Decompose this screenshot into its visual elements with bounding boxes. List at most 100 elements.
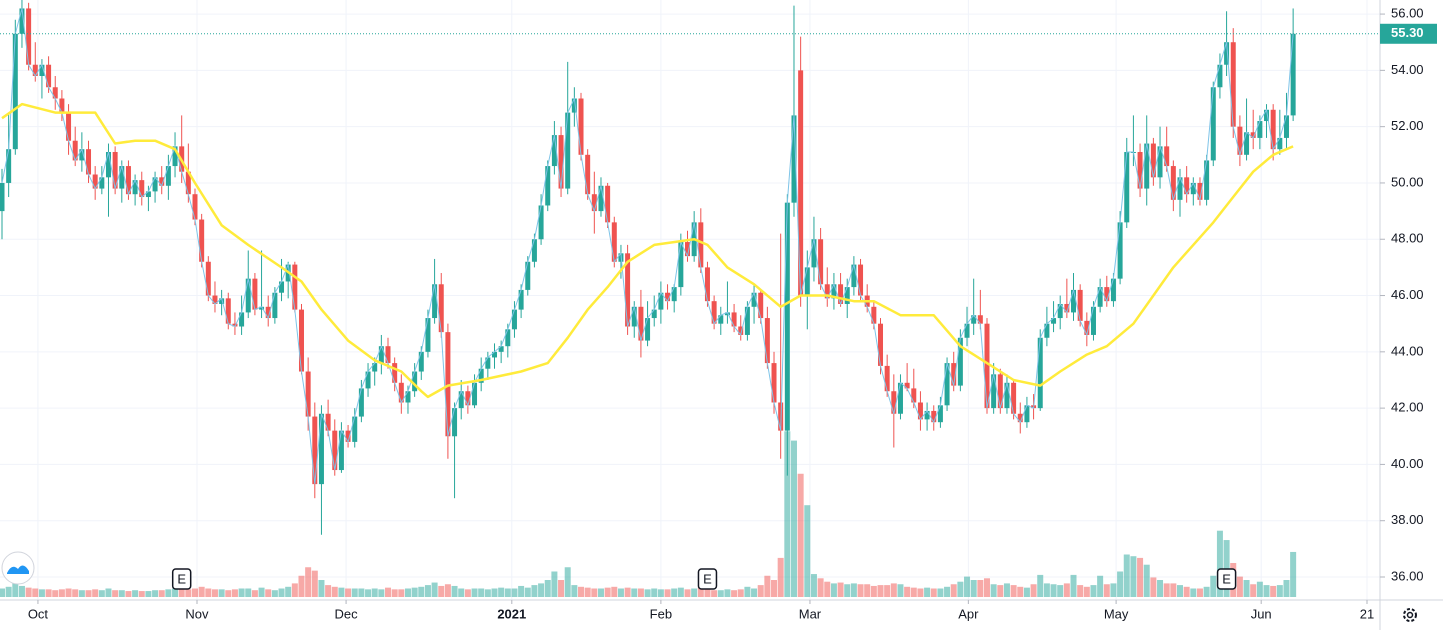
volume-bar xyxy=(178,587,185,597)
volume-bar xyxy=(1283,580,1290,597)
candle-body xyxy=(352,416,358,442)
logo-circle[interactable] xyxy=(1,551,35,585)
candle-body xyxy=(372,363,378,372)
volume-bar xyxy=(411,587,418,597)
candle-body xyxy=(718,315,724,324)
y-tick-label: 50.00 xyxy=(1391,174,1424,189)
volume-bar xyxy=(930,588,937,597)
volume-bar xyxy=(571,585,578,597)
candle-body xyxy=(59,98,65,113)
volume-bar xyxy=(744,586,751,597)
volume-bar xyxy=(438,585,445,597)
candle-body xyxy=(358,388,364,417)
volume-bar xyxy=(870,585,877,597)
volume-bar xyxy=(544,580,551,597)
volume-bar xyxy=(231,589,238,597)
volume-bar xyxy=(1290,551,1297,597)
volume-bar xyxy=(325,585,332,597)
volume-bar xyxy=(498,587,505,597)
candle-body xyxy=(26,8,32,65)
volume-bar xyxy=(990,584,997,597)
volume-bar xyxy=(777,557,784,597)
volume-bar xyxy=(478,588,485,597)
volume-bar xyxy=(305,567,312,597)
y-tick-label: 42.00 xyxy=(1391,400,1424,415)
candle-body xyxy=(844,287,850,304)
volume-bar xyxy=(1150,577,1157,597)
gear[interactable] xyxy=(1403,608,1417,622)
last-price-box xyxy=(1380,23,1437,44)
y-tick-label: 56.00 xyxy=(1391,6,1424,21)
volume-bar xyxy=(810,574,817,597)
volume-bar xyxy=(697,587,704,597)
volume-bar xyxy=(1057,585,1064,597)
candle-body xyxy=(631,306,637,327)
candle-body xyxy=(545,166,551,206)
volume-bar xyxy=(1256,581,1263,597)
y-tick-label: 52.00 xyxy=(1391,118,1424,133)
candle-body xyxy=(611,222,617,262)
candle-body xyxy=(132,180,138,195)
candle-body xyxy=(1024,405,1030,423)
candle-body xyxy=(332,430,338,471)
candle-body xyxy=(0,182,5,212)
candle-body xyxy=(345,430,351,442)
candle-body xyxy=(412,371,418,392)
x-tick-label: Nov xyxy=(185,606,209,621)
gear-hub[interactable] xyxy=(1406,611,1414,619)
volume-bar xyxy=(491,588,498,597)
volume-bar xyxy=(617,588,624,597)
volume-bar xyxy=(1090,585,1097,597)
volume-bar xyxy=(205,588,212,597)
candle-body xyxy=(878,323,884,366)
volume-bar xyxy=(1183,586,1190,597)
candle-body xyxy=(605,185,611,223)
candle-body xyxy=(891,391,897,414)
candle-body xyxy=(724,312,730,316)
candle-body xyxy=(1157,146,1163,178)
candle-body xyxy=(259,306,265,310)
volume-bar xyxy=(731,590,738,597)
volume-bar xyxy=(824,581,831,597)
candle-body xyxy=(392,363,398,383)
settings-icon[interactable] xyxy=(1403,608,1417,622)
earnings-label: E xyxy=(703,571,712,586)
candle-body xyxy=(731,312,737,327)
volume-bar xyxy=(1130,556,1137,597)
volume-bar xyxy=(1063,583,1070,597)
volume-bar xyxy=(65,588,72,597)
candle-body xyxy=(651,309,657,319)
x-tick-label: 21 xyxy=(1360,606,1374,621)
earnings-label: E xyxy=(177,571,186,586)
candle-body xyxy=(1084,320,1090,335)
candle-body xyxy=(1224,42,1230,65)
candle-body xyxy=(758,292,764,319)
volume-bar xyxy=(631,588,638,597)
candle-body xyxy=(159,177,165,186)
volume-bar xyxy=(285,586,292,597)
volume-bar xyxy=(345,588,352,597)
candle-body xyxy=(292,264,298,310)
volume-bar xyxy=(1003,583,1010,597)
logo-icon[interactable] xyxy=(7,565,29,574)
volume-bar xyxy=(611,586,618,597)
logo[interactable] xyxy=(1,551,35,585)
volume-bar xyxy=(431,582,438,597)
candle-body xyxy=(858,264,864,296)
candle-body xyxy=(152,177,158,192)
volume-bar xyxy=(771,580,778,597)
volume-bar xyxy=(331,586,338,597)
volume-bar xyxy=(1276,585,1283,597)
candle-body xyxy=(505,329,511,347)
volume-bar xyxy=(158,590,165,597)
volume-bar xyxy=(152,590,159,597)
volume-bar xyxy=(145,591,152,597)
volume-bar xyxy=(804,505,811,597)
volume-bar xyxy=(1050,584,1057,597)
candle-body xyxy=(665,292,671,302)
candle-body xyxy=(219,298,225,304)
volume-bar xyxy=(1176,585,1183,597)
candle-body xyxy=(1237,126,1243,155)
volume-bar xyxy=(604,587,611,597)
